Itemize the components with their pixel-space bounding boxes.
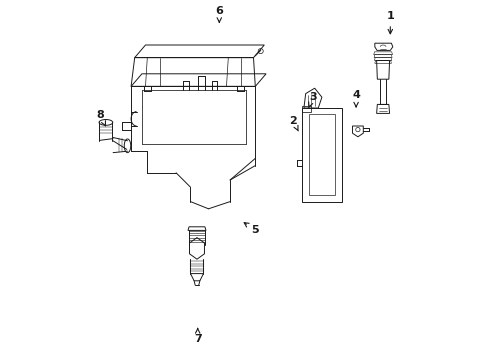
Text: 2: 2: [288, 116, 298, 131]
Text: 7: 7: [193, 328, 201, 344]
Text: 4: 4: [351, 90, 359, 107]
Text: 6: 6: [215, 6, 223, 22]
Text: 3: 3: [308, 92, 316, 108]
Text: 1: 1: [386, 11, 393, 34]
Text: 8: 8: [97, 110, 105, 126]
Text: 5: 5: [244, 222, 259, 235]
